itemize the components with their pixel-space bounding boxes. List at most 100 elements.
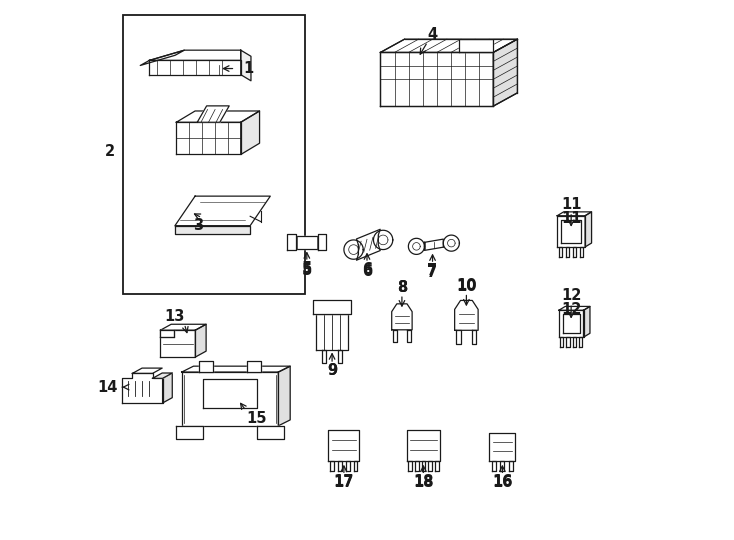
- Polygon shape: [199, 361, 213, 372]
- Polygon shape: [557, 216, 585, 247]
- Polygon shape: [374, 230, 393, 249]
- Polygon shape: [313, 300, 352, 314]
- Polygon shape: [454, 300, 478, 330]
- Text: 5: 5: [302, 261, 312, 276]
- Polygon shape: [380, 39, 517, 52]
- Polygon shape: [176, 426, 203, 439]
- Polygon shape: [161, 330, 173, 337]
- Polygon shape: [150, 60, 241, 75]
- Polygon shape: [195, 324, 206, 357]
- Polygon shape: [316, 314, 348, 350]
- Text: 13: 13: [164, 309, 184, 323]
- Text: 18: 18: [413, 475, 434, 490]
- Text: 8: 8: [397, 280, 407, 295]
- Text: 4: 4: [428, 26, 438, 42]
- Text: 12: 12: [561, 302, 581, 318]
- Polygon shape: [161, 330, 195, 357]
- Polygon shape: [257, 426, 284, 439]
- Polygon shape: [318, 234, 326, 250]
- Text: 8: 8: [397, 280, 407, 295]
- Bar: [123, 15, 305, 294]
- Text: 14: 14: [97, 380, 117, 395]
- Text: 11: 11: [561, 197, 581, 212]
- Polygon shape: [435, 461, 439, 471]
- Polygon shape: [181, 366, 290, 372]
- Polygon shape: [338, 350, 342, 363]
- Text: 17: 17: [334, 474, 354, 489]
- Polygon shape: [175, 196, 270, 226]
- Polygon shape: [408, 461, 412, 471]
- Text: 15: 15: [246, 411, 266, 426]
- Polygon shape: [559, 306, 590, 310]
- Polygon shape: [338, 461, 342, 471]
- Polygon shape: [241, 111, 260, 154]
- Text: 11: 11: [561, 211, 581, 226]
- Polygon shape: [176, 122, 241, 154]
- Polygon shape: [176, 111, 260, 122]
- Polygon shape: [421, 461, 425, 471]
- Polygon shape: [492, 461, 495, 471]
- Polygon shape: [346, 461, 349, 471]
- Polygon shape: [140, 50, 184, 65]
- Text: 3: 3: [193, 218, 203, 233]
- Polygon shape: [573, 247, 576, 256]
- Polygon shape: [132, 368, 162, 374]
- Text: 6: 6: [362, 262, 372, 277]
- Polygon shape: [393, 330, 397, 342]
- Polygon shape: [424, 239, 443, 251]
- Polygon shape: [509, 461, 513, 471]
- Polygon shape: [175, 226, 250, 234]
- Polygon shape: [567, 337, 570, 347]
- Polygon shape: [584, 306, 590, 337]
- Text: 16: 16: [493, 474, 512, 489]
- Polygon shape: [585, 212, 592, 247]
- Polygon shape: [566, 247, 570, 256]
- Polygon shape: [408, 238, 424, 254]
- Polygon shape: [123, 374, 163, 403]
- Polygon shape: [559, 247, 562, 256]
- Polygon shape: [457, 330, 461, 344]
- Polygon shape: [344, 240, 363, 259]
- Polygon shape: [247, 361, 261, 372]
- Text: 9: 9: [327, 363, 337, 378]
- Polygon shape: [293, 235, 321, 248]
- Polygon shape: [357, 230, 380, 260]
- Polygon shape: [407, 429, 440, 461]
- Polygon shape: [490, 433, 515, 461]
- Polygon shape: [322, 350, 326, 363]
- Polygon shape: [580, 247, 584, 256]
- Polygon shape: [330, 461, 334, 471]
- Polygon shape: [459, 39, 493, 52]
- Polygon shape: [163, 373, 172, 403]
- Polygon shape: [560, 337, 564, 347]
- Text: 7: 7: [427, 265, 437, 280]
- Text: 16: 16: [493, 475, 512, 490]
- Polygon shape: [328, 429, 360, 461]
- Text: 7: 7: [427, 263, 437, 278]
- Text: 1: 1: [244, 61, 254, 76]
- Polygon shape: [153, 373, 172, 379]
- Polygon shape: [493, 39, 517, 106]
- Polygon shape: [407, 330, 410, 342]
- Polygon shape: [472, 330, 476, 344]
- Polygon shape: [197, 106, 229, 122]
- Polygon shape: [428, 461, 432, 471]
- Polygon shape: [150, 50, 241, 60]
- Polygon shape: [354, 461, 357, 471]
- Polygon shape: [573, 337, 576, 347]
- Polygon shape: [579, 337, 582, 347]
- Text: 6: 6: [362, 264, 372, 279]
- Text: 18: 18: [413, 474, 434, 489]
- Polygon shape: [241, 50, 251, 81]
- Polygon shape: [278, 366, 290, 426]
- Text: 5: 5: [302, 262, 312, 278]
- Text: 10: 10: [456, 278, 476, 293]
- Polygon shape: [443, 235, 459, 251]
- Polygon shape: [559, 310, 584, 337]
- Polygon shape: [415, 461, 418, 471]
- Polygon shape: [380, 52, 493, 106]
- Text: 9: 9: [327, 363, 337, 379]
- Polygon shape: [288, 234, 296, 250]
- Polygon shape: [501, 461, 504, 471]
- Polygon shape: [557, 212, 592, 216]
